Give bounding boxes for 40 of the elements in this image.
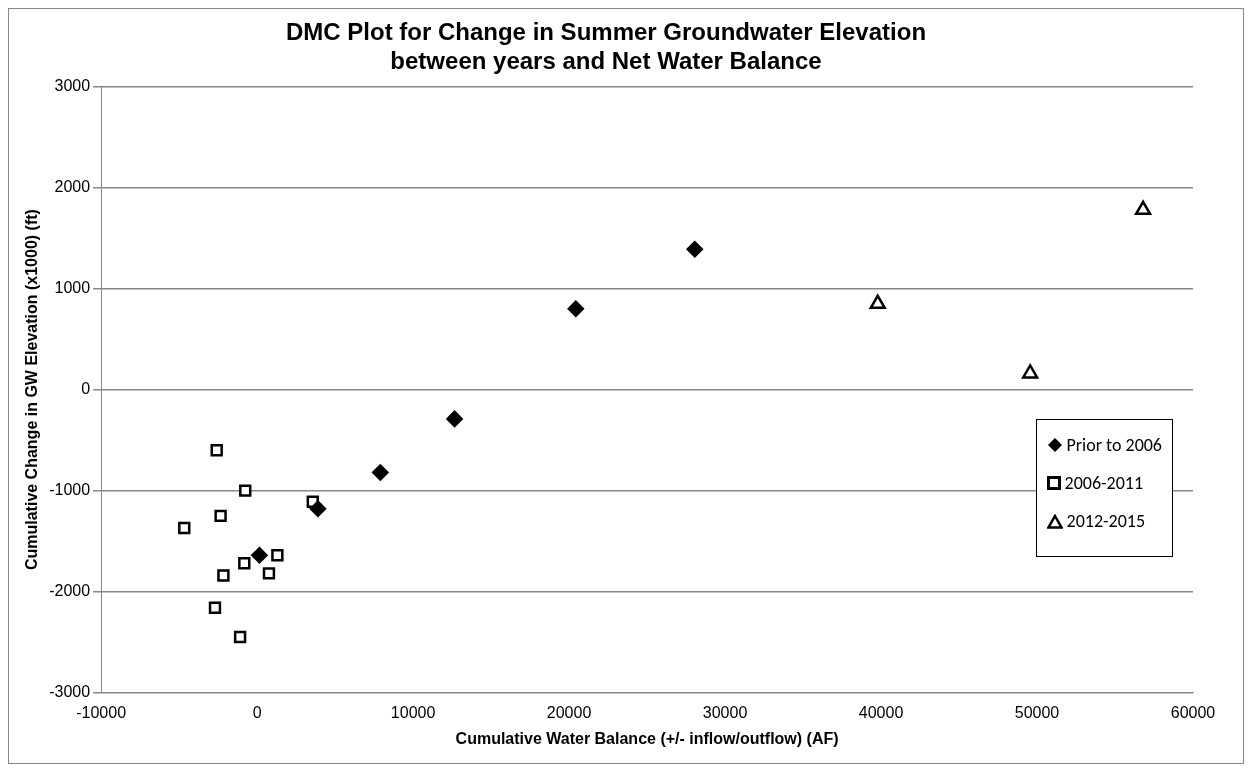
legend-label: 2012-2015 (1066, 510, 1146, 532)
x-tick-label: 20000 (546, 703, 592, 721)
x-tick-label: 10000 (390, 703, 436, 721)
point (217, 569, 230, 582)
legend-label: 2006-2011 (1064, 472, 1144, 494)
x-tick-label: 50000 (1014, 703, 1060, 721)
point (567, 300, 585, 318)
point (271, 549, 284, 562)
x-tick-label: 30000 (702, 703, 748, 721)
point (178, 521, 191, 535)
point (208, 601, 222, 614)
point (233, 630, 247, 644)
x-tick-label: 60000 (1170, 703, 1216, 721)
y-tick-label: 1000 (54, 279, 91, 297)
x-tick-label: 40000 (858, 703, 904, 721)
y-tick-label: 0 (81, 380, 91, 398)
chart-title: DMC Plot for Change in Summer Groundwater Elevation between years and Net Water Balance (285, 18, 927, 74)
x-axis-title: Cumulative Water Balance (+/- inflow/outflow) (AF) (455, 729, 839, 747)
point (210, 444, 223, 457)
point (251, 546, 268, 564)
y-axis-title: Cumulative Change in GW Elevation (x1000) (ft) (23, 209, 41, 571)
point (686, 240, 704, 258)
point (446, 410, 463, 428)
y-tick-label: -2000 (49, 582, 91, 600)
point (214, 509, 227, 523)
point (262, 567, 276, 580)
point (1021, 364, 1039, 379)
legend-label: Prior to 2006 (1066, 434, 1162, 456)
point (372, 464, 389, 481)
point (1134, 200, 1152, 216)
point (239, 484, 252, 497)
y-tick-label: 3000 (54, 77, 91, 95)
point (238, 557, 251, 570)
point (869, 294, 886, 309)
y-tick-label: -1000 (49, 481, 91, 499)
y-tick-label: -3000 (49, 683, 91, 701)
y-tick-label: 2000 (54, 178, 91, 196)
x-tick-label: -10000 (76, 703, 127, 721)
point (309, 500, 327, 518)
x-tick-label: 0 (252, 703, 262, 721)
